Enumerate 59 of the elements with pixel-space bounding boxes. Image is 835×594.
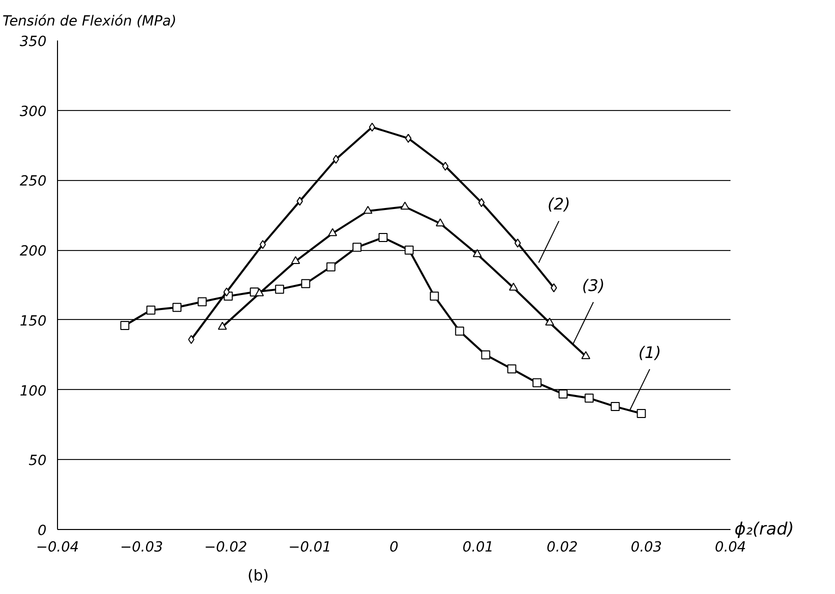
annotation: (3) [582, 276, 605, 295]
x-tick-label: 0.03 [630, 540, 662, 556]
annotation: (1) [638, 342, 662, 362]
x-tick-label: 0.04 [714, 540, 746, 556]
x-tick-label: 0.01 [462, 540, 494, 556]
point [610, 402, 620, 412]
point [218, 322, 227, 330]
point [514, 238, 521, 248]
point [400, 202, 410, 210]
y-tick-label: 350 [20, 34, 47, 50]
text: (b) [248, 566, 269, 584]
point [378, 232, 388, 242]
x-tick-label: −0.01 [288, 540, 332, 556]
point [478, 198, 485, 208]
point [223, 287, 230, 296]
y-tick-label: 100 [20, 383, 47, 400]
x-axis-title: ϕ₂(rad) [734, 520, 794, 540]
point [326, 262, 336, 272]
point [291, 256, 300, 264]
annotation: (2) [548, 194, 570, 214]
point [301, 279, 310, 288]
point [363, 206, 372, 214]
point [508, 282, 518, 291]
point [455, 326, 464, 336]
point [581, 351, 590, 360]
y-tick-label: 200 [20, 244, 47, 260]
point [545, 318, 554, 326]
point [472, 249, 482, 258]
point [636, 409, 646, 418]
point [254, 288, 264, 296]
point [275, 284, 284, 294]
point [352, 242, 362, 252]
point [332, 154, 340, 164]
x-tick-label: −0.02 [204, 540, 248, 556]
x-tick-label: 0.02 [546, 540, 578, 556]
point [120, 321, 130, 330]
point [558, 389, 568, 398]
point [481, 350, 490, 360]
point [146, 306, 156, 315]
y-tick-label: 300 [20, 104, 47, 120]
point [430, 292, 439, 301]
point [532, 378, 542, 388]
point [198, 297, 207, 306]
point [172, 302, 182, 312]
y-tick-label: 0 [38, 523, 47, 539]
x-tick-label: −0.03 [120, 540, 164, 556]
point [584, 394, 594, 403]
y-axis-title: Tensión de Flexión (MPa) [2, 14, 176, 30]
point [404, 246, 414, 255]
x-tick-label: −0.04 [36, 540, 79, 556]
y-tick-label: 250 [20, 174, 47, 190]
point [507, 364, 516, 374]
x-tick-label: 0 [390, 540, 399, 556]
point [550, 283, 558, 292]
y-tick-label: 150 [20, 313, 47, 330]
point [368, 122, 376, 132]
y-tick-label: 50 [28, 453, 47, 470]
point [328, 228, 338, 236]
point [436, 218, 445, 226]
